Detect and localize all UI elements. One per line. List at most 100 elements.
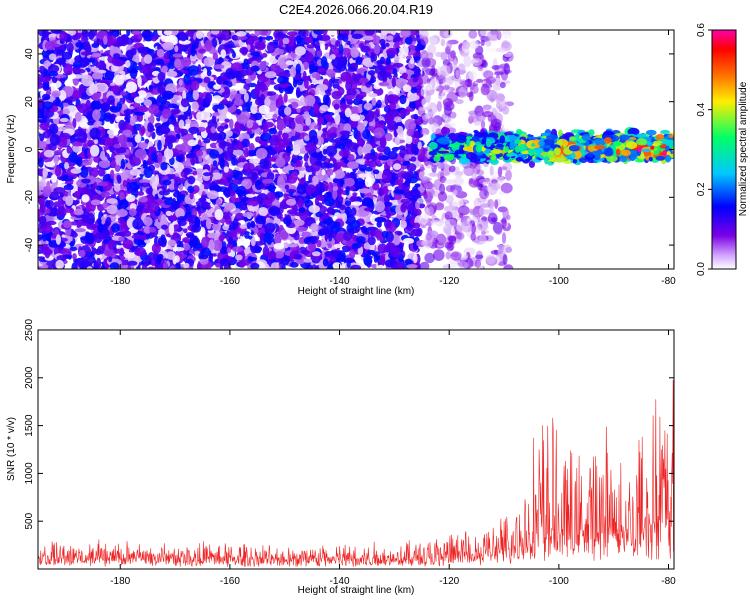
heatmap-cell [205, 92, 213, 104]
heatmap-cell [143, 54, 153, 64]
heatmap-cell [331, 90, 342, 100]
heatmap-cell [364, 63, 374, 68]
heatmap-cell [294, 46, 306, 56]
heatmap-cell [177, 219, 187, 226]
heatmap-cell [290, 66, 297, 78]
heatmap-cell [186, 233, 195, 239]
heatmap-cell [120, 91, 128, 96]
heatmap-cell [378, 81, 390, 87]
heatmap-cell [46, 220, 57, 226]
heatmap-cell [63, 184, 74, 191]
heatmap-cell [275, 48, 284, 55]
heatmap-cell [303, 258, 313, 263]
heatmap-cell [270, 262, 280, 269]
heatmap-cell [207, 232, 219, 239]
heatmap-cell [212, 95, 222, 101]
heatmap-cell [209, 142, 219, 149]
heatmap-cell [203, 56, 215, 67]
heatmap-cell [159, 126, 170, 135]
heatmap-cell [94, 102, 103, 109]
heatmap-cell [232, 51, 236, 59]
heatmap-cell [167, 239, 177, 247]
heatmap-cell [162, 41, 174, 51]
heatmap-cell [311, 72, 317, 79]
heatmap-cell [365, 166, 373, 172]
heatmap-cell [95, 264, 100, 269]
heatmap-cell [317, 117, 325, 125]
heatmap-cell [399, 108, 411, 117]
heatmap-cell [304, 77, 309, 89]
heatmap-cell [54, 165, 62, 177]
heatmap-cell [64, 162, 69, 170]
heatmap-cell [243, 147, 250, 158]
heatmap-cell [399, 94, 407, 105]
heatmap-cell [286, 31, 298, 36]
heatmap-cell [163, 51, 170, 60]
heatmap-cell [400, 220, 408, 229]
heatmap-cell [383, 201, 393, 207]
heatmap-cell [295, 123, 304, 133]
heatmap-cell [414, 231, 422, 237]
heatmap-cell [338, 204, 346, 211]
heatmap-cell [173, 247, 185, 252]
heatmap-cell [353, 178, 366, 189]
heatmap-cell [292, 78, 298, 88]
heatmap-cell [360, 91, 367, 98]
heatmap-cell [97, 138, 105, 144]
heatmap-cell [195, 150, 204, 157]
heatmap-cell [352, 63, 359, 68]
heatmap-cell [56, 49, 65, 56]
heatmap-cell [161, 65, 168, 73]
heatmap-cell [165, 135, 177, 144]
heatmap-cell [329, 54, 336, 60]
heatmap-cell [225, 44, 234, 49]
heatmap-cell [70, 73, 76, 79]
heatmap-cell [413, 253, 418, 264]
heatmap-cell [57, 126, 67, 131]
heatmap-cell [409, 58, 415, 65]
heatmap-cell [126, 30, 131, 37]
heatmap-cell [250, 51, 261, 57]
heatmap-cell [338, 196, 344, 202]
heatmap-cell [304, 36, 313, 44]
heatmap-cell [231, 156, 238, 166]
heatmap-cell [361, 197, 374, 207]
heatmap-cell [82, 142, 89, 149]
heatmap-cell [338, 43, 344, 55]
heatmap-cell [74, 228, 87, 233]
heatmap-cell [405, 135, 413, 145]
heatmap-cell [254, 86, 260, 98]
heatmap-cell [120, 158, 126, 170]
heatmap-cell [187, 65, 200, 76]
heatmap-cell [122, 239, 134, 249]
heatmap-cell [212, 112, 220, 117]
heatmap-cell [381, 135, 386, 146]
heatmap-cell [90, 199, 101, 206]
heatmap-cell [98, 160, 111, 169]
heatmap-cell [229, 94, 235, 100]
heatmap-cell [214, 179, 226, 184]
heatmap-cell [185, 30, 194, 36]
heatmap-cell [56, 57, 67, 65]
heatmap-cell [110, 169, 115, 180]
heatmap-cell [333, 162, 339, 170]
heatmap-cell [349, 249, 356, 260]
heatmap-cell [137, 75, 142, 88]
heatmap-cell [45, 161, 56, 168]
heatmap-cell [123, 230, 132, 237]
heatmap-cell [236, 108, 242, 115]
heatmap-cell [285, 214, 292, 227]
heatmap-cell [371, 97, 377, 106]
heatmap-cell [295, 114, 305, 125]
heatmap-cell [370, 52, 375, 63]
heatmap-cell [195, 30, 204, 39]
heatmap-cell [162, 262, 168, 269]
heatmap-cell [310, 223, 319, 232]
heatmap-cell [85, 212, 95, 225]
heatmap-cell [317, 68, 326, 73]
heatmap-cell [251, 171, 258, 183]
heatmap-cell [386, 47, 398, 56]
heatmap-cell [290, 120, 296, 130]
heatmap-cell [346, 95, 356, 100]
heatmap-cell [343, 257, 356, 264]
